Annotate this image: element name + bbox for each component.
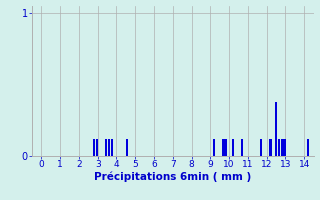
Bar [284, 139, 286, 156]
Bar [213, 139, 215, 156]
Bar [241, 139, 244, 156]
Bar [105, 139, 107, 156]
Bar [281, 139, 283, 156]
Bar [278, 139, 280, 156]
Bar [111, 139, 113, 156]
Bar [269, 139, 272, 156]
Bar [260, 139, 262, 156]
Bar [232, 139, 234, 156]
Bar [93, 139, 95, 156]
Bar [275, 102, 277, 156]
X-axis label: Précipitations 6min ( mm ): Précipitations 6min ( mm ) [94, 172, 252, 182]
Bar [225, 139, 228, 156]
Bar [307, 139, 309, 156]
Bar [108, 139, 110, 156]
Bar [96, 139, 99, 156]
Bar [222, 139, 225, 156]
Bar [126, 139, 128, 156]
